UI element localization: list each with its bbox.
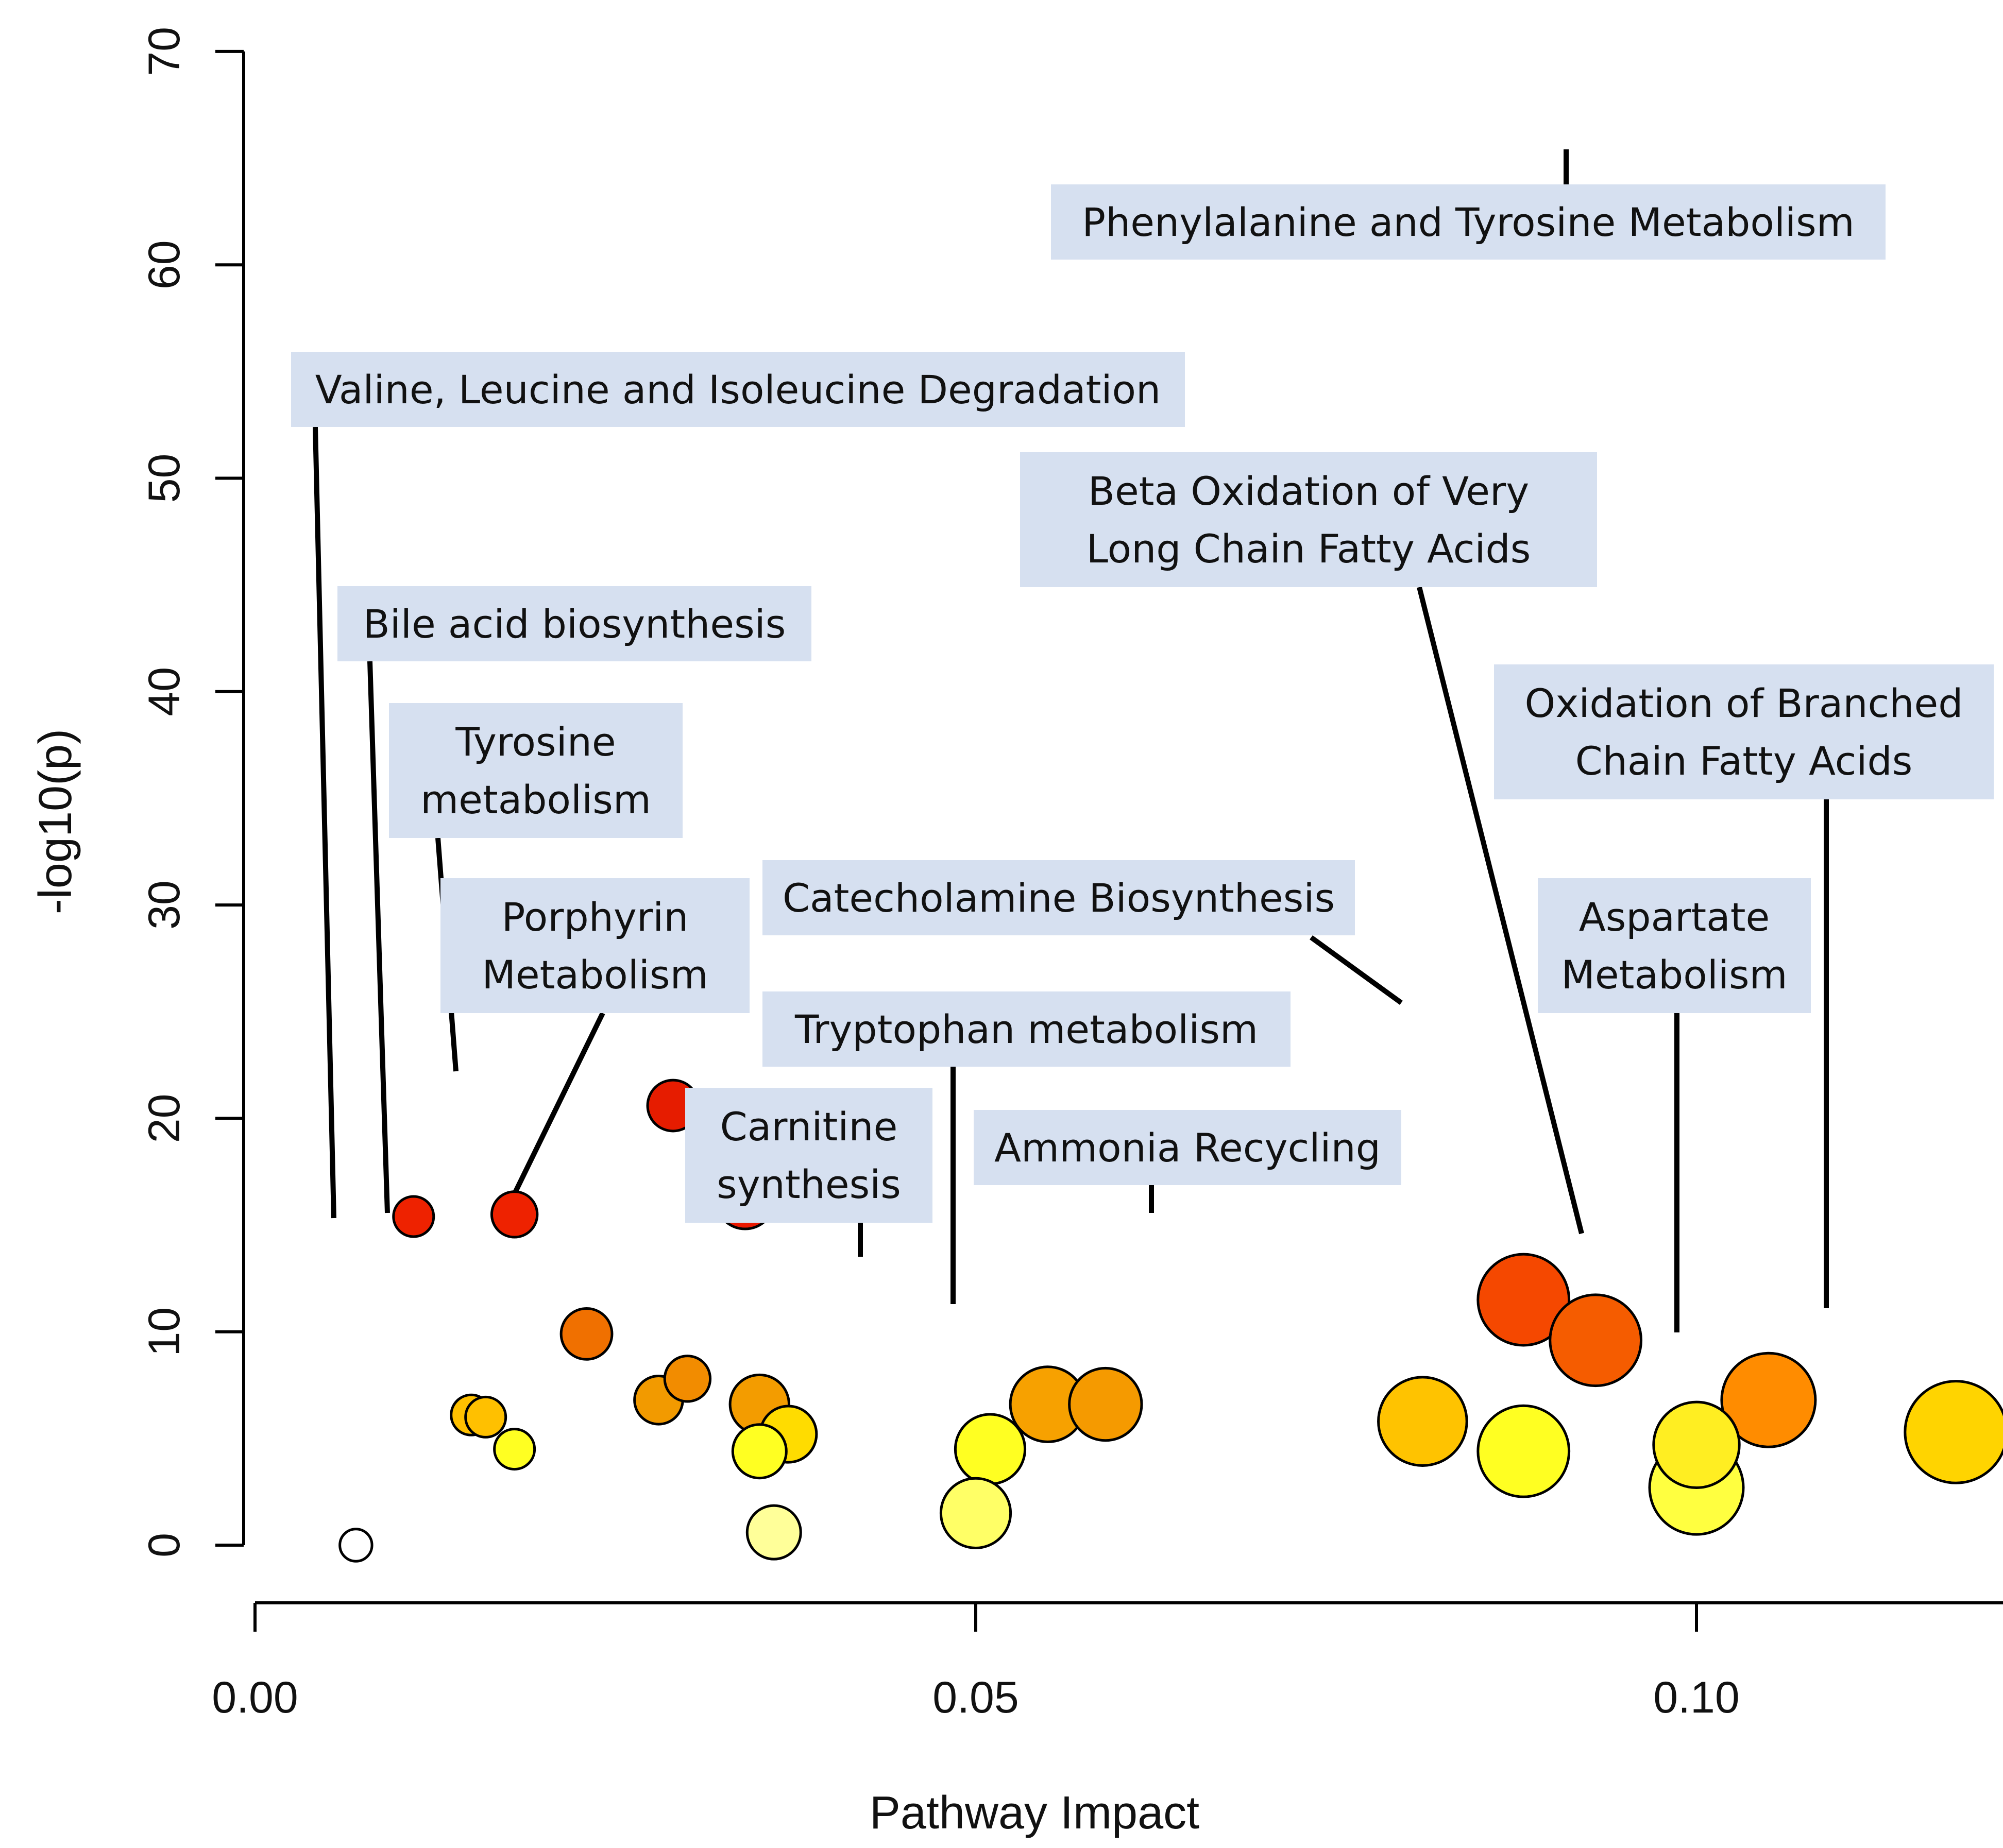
annotation-label-7-line-0: Catecholamine Biosynthesis	[783, 875, 1335, 921]
annotation-label-8-line-0: Aspartate	[1579, 894, 1770, 940]
annotation-box-11	[974, 1110, 1401, 1185]
y-tick-label: 60	[140, 240, 189, 289]
annotation-label-3-line-0: Bile acid biosynthesis	[363, 601, 786, 647]
annotation-box-7	[762, 860, 1355, 935]
bubble-point-20	[464, 1395, 507, 1439]
annotation-box-0	[1051, 184, 1886, 260]
bubble-point-28	[954, 1413, 1027, 1485]
annotation-box-6	[440, 878, 750, 1013]
bubble-point-8	[1476, 1253, 1571, 1347]
bubble-point-35	[338, 1528, 374, 1563]
bubble-point-24	[1652, 1400, 1741, 1489]
bubble-point-31	[745, 1504, 802, 1561]
annotation-labels: Phenylalanine and Tyrosine Metabolism Val…	[291, 184, 1994, 1223]
annotation-box-3	[337, 586, 811, 661]
annotation-label-2-line-0: Beta Oxidation of Very	[1088, 468, 1529, 514]
annotation-leader-2	[1417, 586, 1584, 1235]
annotation-box-1	[291, 352, 1185, 427]
y-axis-title: -log10(p)	[30, 729, 81, 914]
x-tick-label: 0.10	[1653, 1673, 1739, 1722]
annotation-box-4	[1494, 664, 1994, 799]
annotation-label-6-line-0: Porphyrin	[502, 894, 689, 940]
annotation-label-5-line-1: metabolism	[420, 777, 651, 823]
y-tick-label: 0	[140, 1533, 189, 1558]
bubble-point-5	[490, 1190, 539, 1239]
bubble-point-12	[559, 1307, 614, 1361]
bubble-point-30	[939, 1477, 1012, 1549]
bubble-point-17	[1068, 1366, 1143, 1442]
y-tick-label: 70	[140, 27, 189, 76]
y-tick-label: 20	[140, 1094, 189, 1143]
annotation-label-6-line-1: Metabolism	[482, 952, 708, 998]
annotation-box-10	[685, 1088, 932, 1223]
annotation-label-5-line-0: Tyrosine	[455, 719, 616, 765]
bubble-point-21	[1377, 1376, 1468, 1467]
annotation-label-9-line-0: Tryptophan metabolism	[794, 1006, 1258, 1052]
bubble-point-13	[1720, 1351, 1817, 1448]
annotation-box-2	[1020, 452, 1597, 587]
annotation-label-0-line-0: Phenylalanine and Tyrosine Metabolism	[1082, 199, 1855, 245]
annotation-label-10-line-0: Carnitine	[720, 1104, 898, 1150]
y-tick-label: 30	[140, 880, 189, 930]
bubble-point-4	[392, 1195, 435, 1238]
x-axis-title: Pathway Impact	[870, 1787, 1199, 1839]
annotation-label-4-line-1: Chain Fatty Acids	[1575, 738, 1913, 784]
annotation-leader-lines	[313, 149, 1829, 1332]
annotation-leader-1	[313, 426, 336, 1219]
bubble-point-14	[663, 1355, 712, 1403]
y-tick-label: 10	[140, 1307, 189, 1357]
annotation-leader-3	[367, 661, 390, 1213]
annotation-label-2-line-1: Long Chain Fatty Acids	[1087, 526, 1531, 572]
bubble-point-25	[1476, 1404, 1571, 1498]
annotation-leader-7	[1310, 935, 1403, 1005]
annotation-label-10-line-1: synthesis	[717, 1161, 901, 1207]
annotation-label-8-line-1: Metabolism	[1561, 952, 1787, 998]
bubble-point-22	[1904, 1380, 2003, 1484]
x-tick-label: 0.05	[932, 1673, 1019, 1722]
annotation-box-5	[389, 703, 683, 838]
annotation-label-4-line-0: Oxidation of Branched	[1525, 680, 1963, 726]
bubble-point-27	[731, 1423, 788, 1480]
annotation-leader-6	[513, 1012, 605, 1194]
bubble-point-9	[1549, 1293, 1643, 1388]
x-tick-label: 0.00	[212, 1673, 298, 1722]
y-tick-label: 50	[140, 454, 189, 503]
annotation-label-11-line-0: Ammonia Recycling	[994, 1125, 1381, 1171]
bubble-point-26	[493, 1428, 536, 1471]
y-tick-label: 40	[140, 667, 189, 716]
annotation-label-1-line-0: Valine, Leucine and Isoleucine Degradati…	[315, 367, 1161, 413]
annotation-box-8	[1538, 878, 1811, 1013]
annotation-box-9	[762, 991, 1291, 1067]
